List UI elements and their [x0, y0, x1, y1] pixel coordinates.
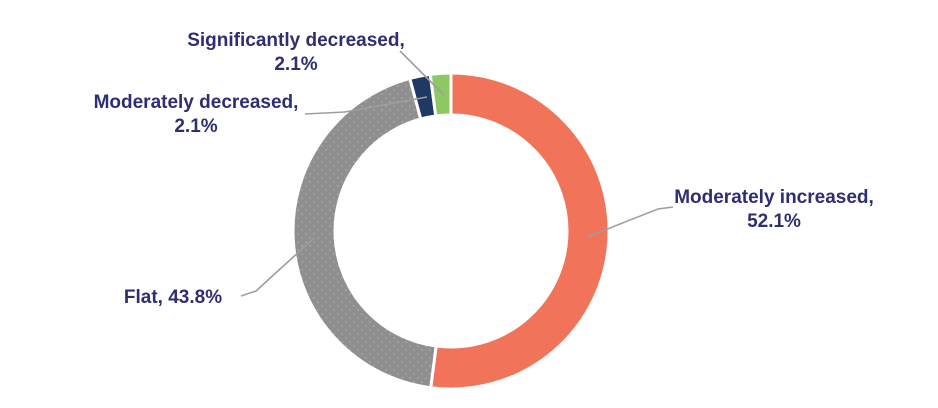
- callout-moderately-increased-line1: Moderately increased,: [674, 187, 874, 208]
- callout-moderately-decreased-line1: Moderately decreased,: [93, 92, 299, 113]
- donut-segment-flat: [291, 76, 438, 390]
- callout-moderately-decreased: Moderately decreased, 2.1%: [66, 91, 326, 139]
- callout-moderately-decreased-line2: 2.1%: [174, 116, 218, 137]
- callout-flat-line1: Flat, 43.8%: [123, 287, 223, 308]
- callout-moderately-increased: Moderately increased, 52.1%: [644, 186, 904, 234]
- donut-segment-moderately-increased: [429, 71, 611, 391]
- leader-line-significantly-decreased: [399, 50, 445, 96]
- callout-moderately-increased-line2: 52.1%: [747, 211, 801, 232]
- leader-line-moderately-decreased: [304, 96, 428, 115]
- callout-significantly-decreased-line1: Significantly decreased,: [187, 30, 405, 51]
- callout-flat: Flat, 43.8%: [43, 286, 303, 310]
- leader-lines: [240, 50, 674, 297]
- leader-line-flat: [240, 237, 315, 297]
- callout-significantly-decreased-line2: 2.1%: [274, 54, 318, 75]
- leader-line-moderately-increased: [586, 206, 674, 238]
- callout-significantly-decreased: Significantly decreased, 2.1%: [166, 29, 426, 77]
- donut-segment-significantly-decreased: [428, 71, 453, 118]
- donut-segments: [291, 71, 611, 391]
